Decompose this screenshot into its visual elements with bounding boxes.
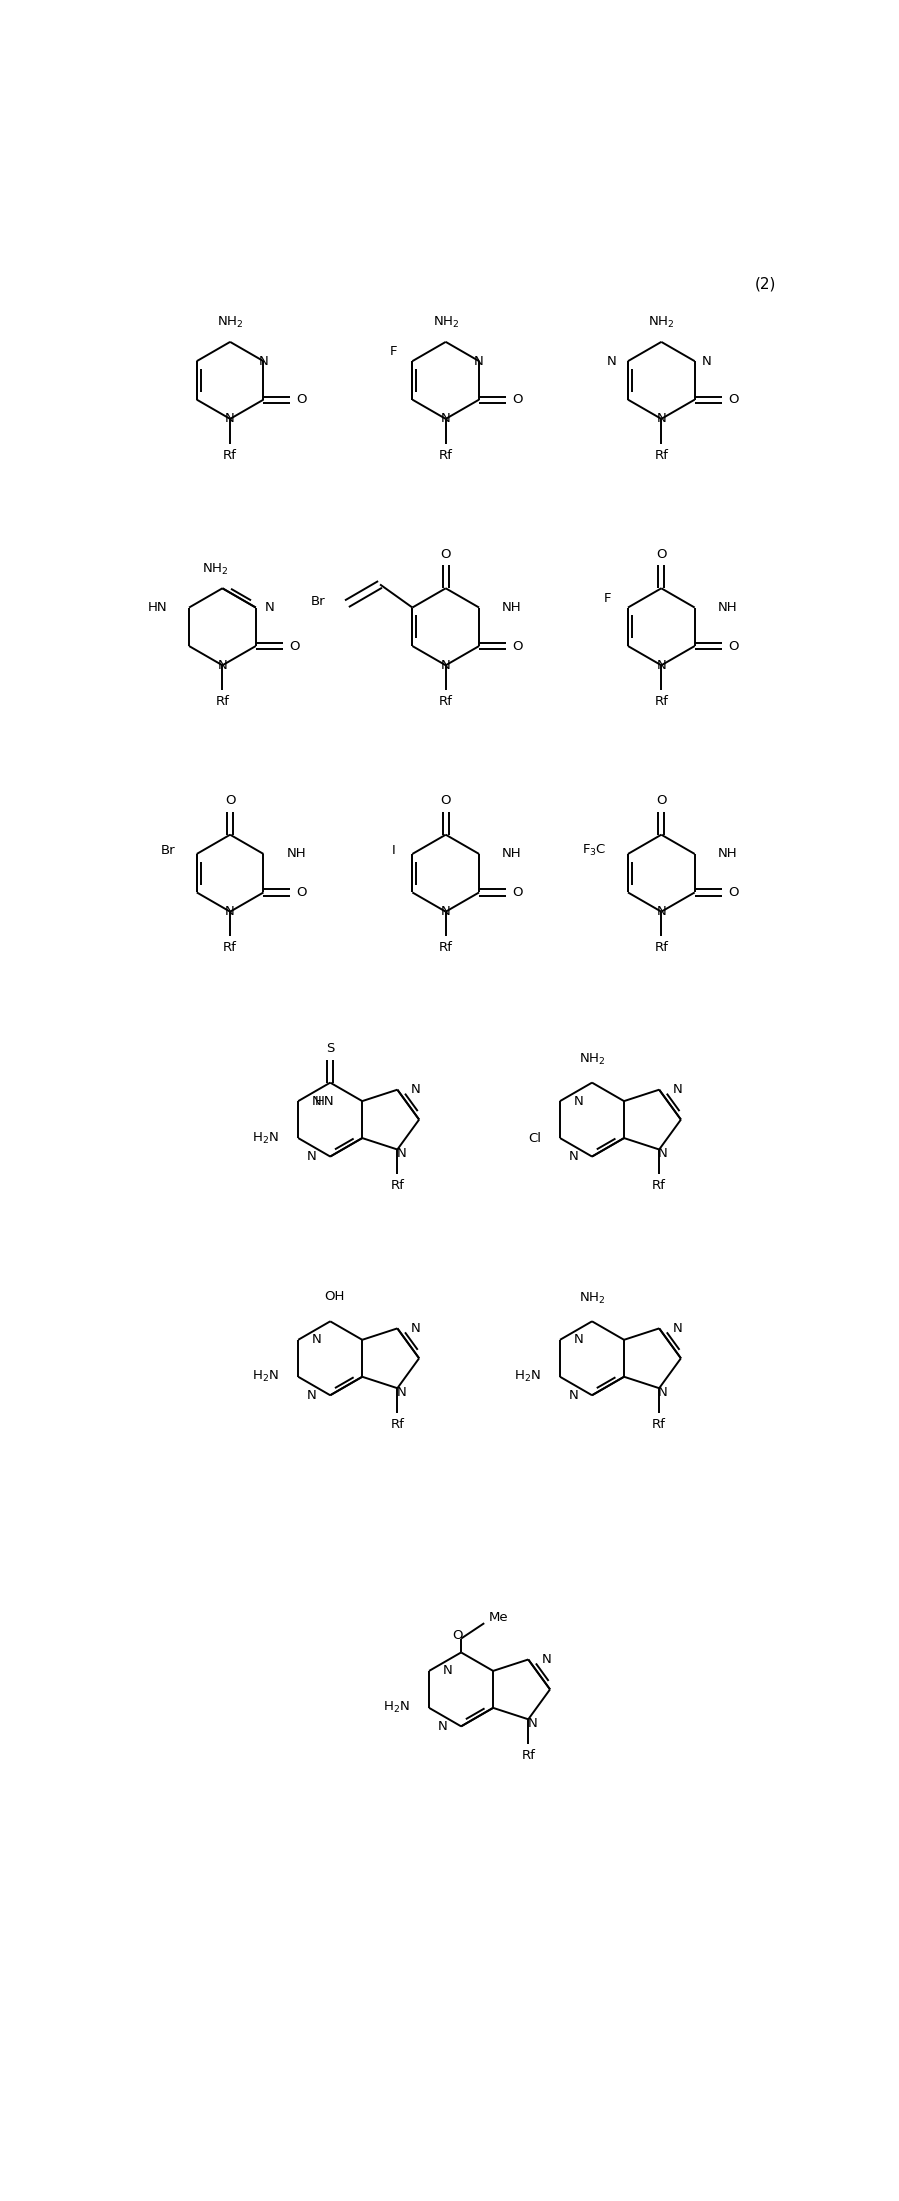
Text: O: O xyxy=(656,795,666,808)
Text: Rf: Rf xyxy=(653,1180,666,1193)
Text: N: N xyxy=(312,1334,322,1347)
Text: O: O xyxy=(728,394,738,407)
Text: O: O xyxy=(728,640,738,651)
Text: N: N xyxy=(527,1717,537,1730)
Text: Rf: Rf xyxy=(223,942,237,955)
Text: O: O xyxy=(225,795,236,808)
Text: O: O xyxy=(289,640,299,651)
Text: NH: NH xyxy=(503,847,521,861)
Text: NH$_2$: NH$_2$ xyxy=(432,315,458,330)
Text: N: N xyxy=(441,905,450,918)
Text: O: O xyxy=(441,548,451,561)
Text: N: N xyxy=(396,1387,406,1398)
Text: N: N xyxy=(568,1389,578,1402)
Text: O: O xyxy=(452,1629,462,1642)
Text: Cl: Cl xyxy=(528,1131,541,1145)
Text: NH: NH xyxy=(287,847,307,861)
Text: N: N xyxy=(264,601,274,614)
Text: HN: HN xyxy=(316,1094,334,1107)
Text: O: O xyxy=(728,887,738,898)
Text: Rf: Rf xyxy=(390,1417,405,1431)
Text: S: S xyxy=(326,1043,334,1054)
Text: N: N xyxy=(656,658,666,671)
Text: NH: NH xyxy=(503,601,521,614)
Text: Rf: Rf xyxy=(654,696,668,709)
Text: N: N xyxy=(542,1653,552,1666)
Text: N: N xyxy=(396,1147,406,1160)
Text: I: I xyxy=(392,843,396,856)
Text: Br: Br xyxy=(161,843,175,856)
Text: N: N xyxy=(474,354,484,368)
Text: N: N xyxy=(574,1334,583,1347)
Text: H$_2$N: H$_2$N xyxy=(514,1369,541,1384)
Text: N: N xyxy=(673,1323,683,1334)
Text: Rf: Rf xyxy=(654,942,668,955)
Text: Rf: Rf xyxy=(223,449,237,462)
Text: N: N xyxy=(656,905,666,918)
Text: H$_2$N: H$_2$N xyxy=(252,1369,279,1384)
Text: N: N xyxy=(411,1083,421,1096)
Text: Me: Me xyxy=(488,1611,508,1624)
Text: N: N xyxy=(673,1083,683,1096)
Text: Rf: Rf xyxy=(654,449,668,462)
Text: N: N xyxy=(218,658,227,671)
Text: N: N xyxy=(226,412,235,425)
Text: O: O xyxy=(297,887,307,898)
Text: NH$_2$: NH$_2$ xyxy=(579,1052,605,1067)
Text: NH: NH xyxy=(717,847,737,861)
Text: F: F xyxy=(389,346,396,359)
Text: NH$_2$: NH$_2$ xyxy=(579,1290,605,1305)
Text: O: O xyxy=(512,394,523,407)
Text: N: N xyxy=(438,1719,448,1732)
Text: Rf: Rf xyxy=(439,449,453,462)
Text: N: N xyxy=(701,354,711,368)
Text: O: O xyxy=(512,640,523,651)
Text: Rf: Rf xyxy=(653,1417,666,1431)
Text: Rf: Rf xyxy=(390,1180,405,1193)
Text: Rf: Rf xyxy=(216,696,229,709)
Text: N: N xyxy=(443,1664,453,1677)
Text: NH$_2$: NH$_2$ xyxy=(217,315,244,330)
Text: Rf: Rf xyxy=(439,696,453,709)
Text: N: N xyxy=(607,354,617,368)
Text: N: N xyxy=(568,1151,578,1162)
Text: N: N xyxy=(441,412,450,425)
Text: N: N xyxy=(307,1151,316,1162)
Text: F: F xyxy=(603,592,611,605)
Text: OH: OH xyxy=(324,1290,344,1303)
Text: H$_2$N: H$_2$N xyxy=(383,1701,410,1715)
Text: N: N xyxy=(312,1094,322,1107)
Text: N: N xyxy=(226,905,235,918)
Text: N: N xyxy=(574,1094,583,1107)
Text: HN: HN xyxy=(148,601,167,614)
Text: H$_2$N: H$_2$N xyxy=(252,1131,279,1145)
Text: Rf: Rf xyxy=(439,942,453,955)
Text: (2): (2) xyxy=(754,277,776,293)
Text: O: O xyxy=(441,795,451,808)
Text: O: O xyxy=(656,548,666,561)
Text: N: N xyxy=(307,1389,316,1402)
Text: O: O xyxy=(512,887,523,898)
Text: F$_3$C: F$_3$C xyxy=(582,843,607,858)
Text: Br: Br xyxy=(311,594,325,607)
Text: N: N xyxy=(656,412,666,425)
Text: N: N xyxy=(441,658,450,671)
Text: NH$_2$: NH$_2$ xyxy=(648,315,674,330)
Text: NH: NH xyxy=(717,601,737,614)
Text: Rf: Rf xyxy=(521,1750,535,1763)
Text: N: N xyxy=(411,1323,421,1334)
Text: NH$_2$: NH$_2$ xyxy=(201,561,228,577)
Text: N: N xyxy=(658,1147,668,1160)
Text: O: O xyxy=(297,394,307,407)
Text: N: N xyxy=(259,354,268,368)
Text: N: N xyxy=(658,1387,668,1398)
